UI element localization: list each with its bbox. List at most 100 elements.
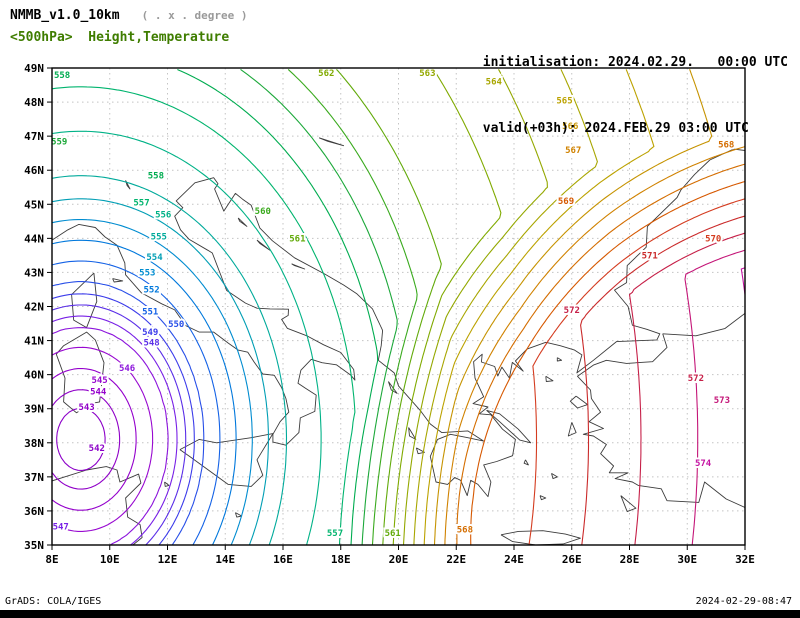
contour-label: 564 (486, 78, 503, 88)
coastline-path (237, 217, 248, 227)
contour-label: 549 (142, 328, 158, 338)
contour-line-569 (470, 180, 745, 545)
contour-label: 561 (385, 529, 401, 539)
contour-label: 572 (564, 306, 580, 316)
contour-line-549 (52, 293, 195, 545)
contour-label: 562 (318, 69, 334, 79)
contour-line-546 (52, 327, 169, 545)
x-tick-label: 12E (158, 553, 178, 566)
contour-label: 555 (151, 233, 167, 243)
coastline-path (569, 395, 589, 409)
contour-label: 559 (51, 137, 67, 147)
contour-line-551 (52, 260, 221, 545)
y-tick-label: 46N (24, 164, 44, 177)
contour-label: 571 (642, 251, 658, 261)
contour-label: 574 (695, 459, 712, 469)
contour-line-558 (177, 69, 379, 545)
coastline-path (486, 409, 532, 444)
contour-label: 558 (54, 71, 70, 81)
contour-label: 565 (556, 96, 572, 106)
contour-label: 560 (255, 207, 271, 217)
contour-line-547 (52, 315, 178, 545)
x-tick-label: 10E (100, 553, 120, 566)
bottom-border-bar (0, 610, 800, 618)
contour-line-553 (52, 219, 253, 545)
coastline-path (500, 530, 581, 545)
y-tick-label: 48N (24, 96, 44, 109)
coastline-path (318, 137, 345, 147)
coastline-path (291, 263, 306, 270)
contour-line-552 (52, 239, 237, 545)
y-tick-label: 47N (24, 130, 44, 143)
contour-label: 558 (148, 171, 164, 181)
y-tick-label: 36N (24, 505, 44, 518)
contour-line-545 (52, 346, 154, 532)
contour-label: 553 (139, 268, 155, 278)
coastline-path (545, 375, 554, 382)
y-tick-label: 41N (24, 335, 44, 348)
x-tick-label: 28E (620, 553, 640, 566)
contour-line-543 (52, 389, 121, 490)
contour-label: 567 (565, 146, 581, 156)
x-tick-label: 18E (331, 553, 351, 566)
contour-label: 546 (119, 364, 135, 374)
contour-line-562 (392, 69, 502, 545)
y-tick-label: 37N (24, 471, 44, 484)
contour-label: 566 (562, 122, 578, 132)
model-name: NMMB_v1.0_10km (10, 8, 120, 23)
coastline-path (52, 148, 745, 498)
grads-credit: GrADS: COLA/IGES (5, 596, 102, 607)
y-tick-label: 40N (24, 369, 44, 382)
x-tick-label: 8E (45, 553, 58, 566)
y-tick-label: 39N (24, 403, 44, 416)
contour-line-544 (52, 367, 137, 511)
coastline-path (125, 180, 131, 190)
contour-label: 548 (143, 338, 159, 348)
header-left-line1: NMMB_v1.0_10km ( . x . degree ) (10, 8, 248, 23)
y-tick-label: 44N (24, 232, 44, 245)
coastline-path (551, 473, 558, 480)
contour-label: 563 (419, 69, 435, 79)
coastline-path (567, 422, 577, 437)
y-tick-label: 38N (24, 437, 44, 450)
x-tick-label: 26E (562, 553, 582, 566)
contour-line-568 (456, 163, 745, 545)
contour-line-563 (402, 69, 548, 545)
contour-line-570 (528, 198, 745, 545)
contour-label: 544 (90, 388, 107, 398)
contour-line-564 (413, 69, 598, 545)
coastline-path (71, 272, 98, 329)
contour-line-548 (52, 304, 187, 545)
contour-line-573 (684, 249, 745, 545)
y-tick-label: 49N (24, 62, 44, 75)
height-contours (52, 69, 745, 545)
y-tick-label: 43N (24, 266, 44, 279)
contour-line-567 (444, 146, 745, 545)
coastline-path (234, 512, 243, 518)
coastline-path (256, 239, 271, 251)
contour-line-566 (433, 69, 713, 545)
plot-title: <500hPa> Height,Temperature (10, 30, 230, 45)
contour-label: 556 (155, 211, 171, 221)
contour-label: 573 (714, 396, 730, 406)
x-tick-label: 16E (273, 553, 293, 566)
contour-label: 561 (289, 234, 305, 244)
coastline-path (415, 447, 425, 455)
x-tick-label: 22E (446, 553, 466, 566)
contour-label: 547 (53, 522, 69, 532)
contour-label: 568 (457, 526, 473, 536)
coastlines (52, 137, 745, 545)
x-tick-label: 32E (735, 553, 755, 566)
contour-label: 552 (143, 286, 159, 296)
contour-line-572 (628, 232, 745, 545)
coastline-path (577, 333, 745, 508)
contour-label: 545 (91, 376, 107, 386)
contour-line-571 (580, 215, 745, 545)
coastline-path (556, 357, 563, 362)
header-right: initialisation: 2024.02.29. 00:00 UTC va… (483, 8, 788, 184)
coastline-path (523, 459, 529, 466)
contour-line-555 (52, 175, 288, 545)
contour-label: 569 (558, 197, 574, 207)
init-time-label: initialisation: 2024.02.29. 00:00 UTC (482, 55, 788, 70)
